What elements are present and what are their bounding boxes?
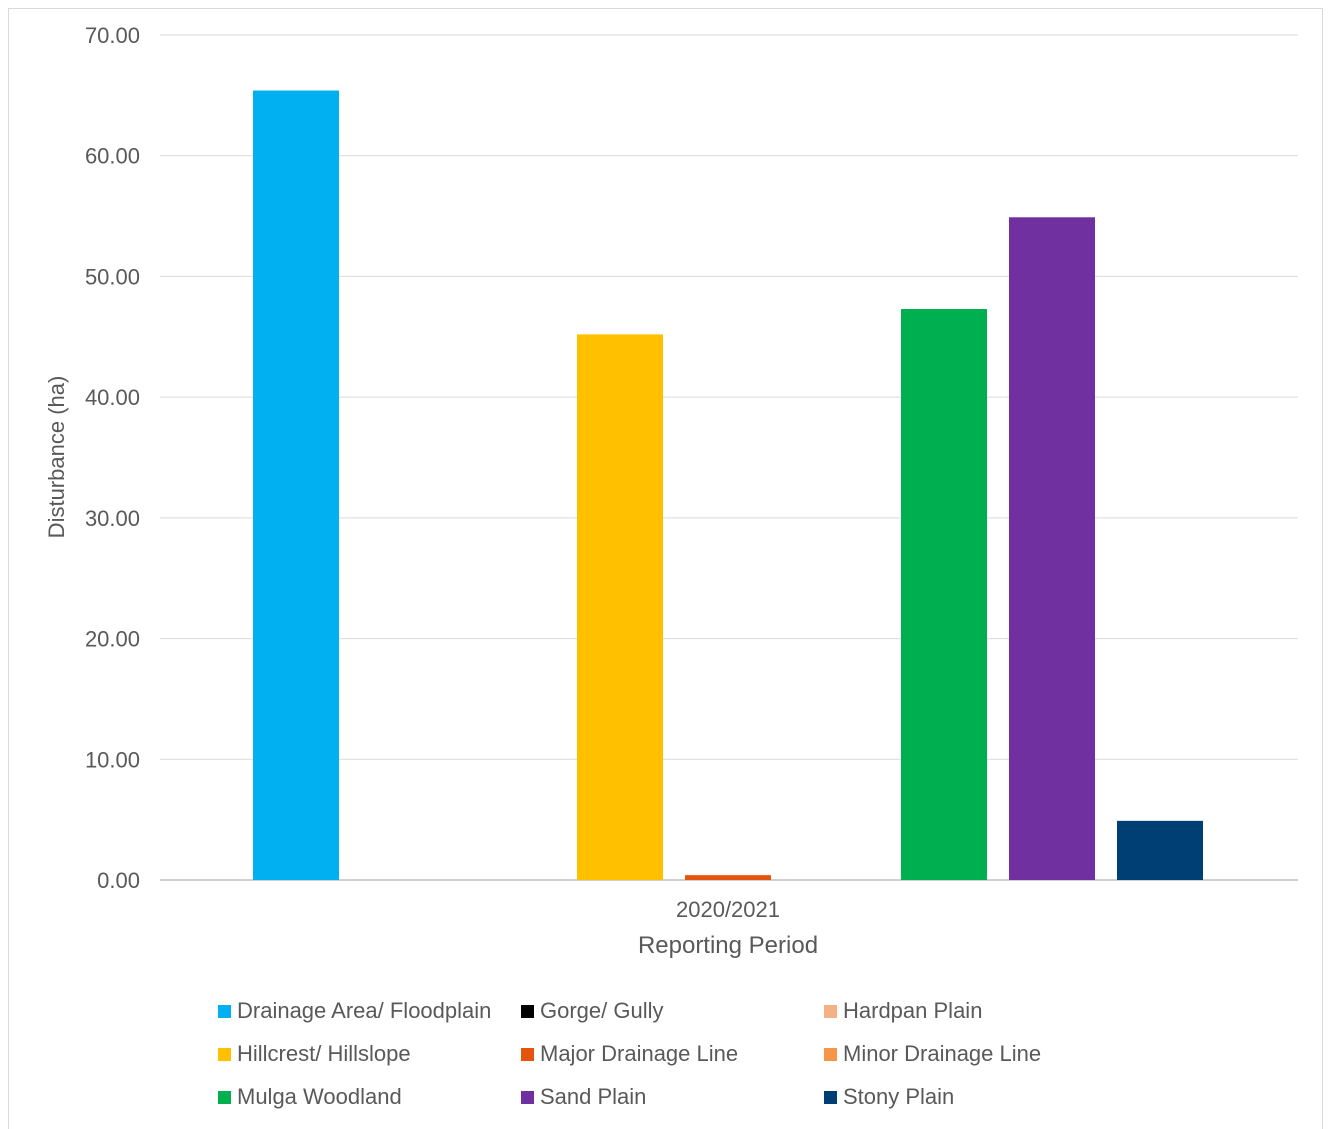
y-tick-label: 50.00 [85, 264, 140, 289]
legend-label: Drainage Area/ Floodplain [237, 998, 492, 1023]
bars [253, 90, 1203, 881]
legend-label: Hardpan Plain [843, 998, 983, 1023]
x-axis-ticks: 2020/2021 [676, 897, 780, 922]
legend-swatch [521, 1047, 534, 1061]
legend-swatch [218, 1004, 231, 1018]
legend-label: Minor Drainage Line [843, 1041, 1042, 1066]
y-tick-label: 10.00 [85, 747, 140, 772]
legend-label: Stony Plain [843, 1084, 955, 1109]
bar-stony-plain [1117, 820, 1203, 880]
legend-swatch [521, 1004, 534, 1018]
y-tick-label: 30.00 [85, 506, 140, 531]
legend-label: Mulga Woodland [237, 1084, 402, 1109]
legend-item: Sand Plain [521, 1084, 646, 1110]
legend-item: Minor Drainage Line [824, 1041, 1041, 1067]
legend-swatch [218, 1090, 231, 1104]
y-axis-ticks: 0.00 10.00 20.00 30.00 40.00 50.00 60.00 70.00 [85, 23, 140, 893]
legend-item: Stony Plain [824, 1084, 954, 1110]
y-tick-label: 20.00 [85, 627, 140, 652]
bar-sand-plain [1009, 217, 1095, 880]
gridlines [160, 34, 1298, 881]
y-tick-label: 0.00 [97, 868, 140, 893]
legend-label: Hillcrest/ Hillslope [237, 1041, 411, 1066]
legend-item: Gorge/ Gully [521, 998, 664, 1024]
x-axis-label: Reporting Period [638, 932, 818, 959]
legend-item: Drainage Area/ Floodplain [218, 998, 491, 1024]
y-tick-label: 40.00 [85, 385, 140, 410]
bar-major-drainage-line [685, 875, 771, 880]
bar-chart: 0.0010.0020.0030.0040.0050.0060.0070.00 … [44, 23, 1298, 959]
y-tick-label: 60.00 [85, 144, 140, 169]
bar-mulga-woodland [901, 309, 987, 880]
chart-frame [8, 8, 1323, 1129]
legend-swatch [824, 1004, 837, 1018]
bar-drainage-area-floodplain [253, 90, 339, 881]
x-tick-label: 2020/2021 [676, 897, 780, 922]
legend-swatch [824, 1090, 837, 1104]
legend-item: Mulga Woodland [218, 1084, 402, 1110]
legend-swatch [218, 1047, 231, 1061]
y-axis-label: Disturbance (ha) [44, 376, 69, 539]
bar-hillcrest-hillslope [577, 334, 663, 880]
legend-swatch [521, 1090, 534, 1104]
legend-item: Hillcrest/ Hillslope [218, 1041, 411, 1067]
legend-item: Major Drainage Line [521, 1041, 738, 1067]
y-tick-label: 70.00 [85, 23, 140, 48]
legend-label: Gorge/ Gully [540, 998, 664, 1023]
legend-label: Sand Plain [540, 1084, 647, 1109]
legend-swatch [824, 1047, 837, 1061]
legend-label: Major Drainage Line [540, 1041, 739, 1066]
legend-item: Hardpan Plain [824, 998, 982, 1024]
